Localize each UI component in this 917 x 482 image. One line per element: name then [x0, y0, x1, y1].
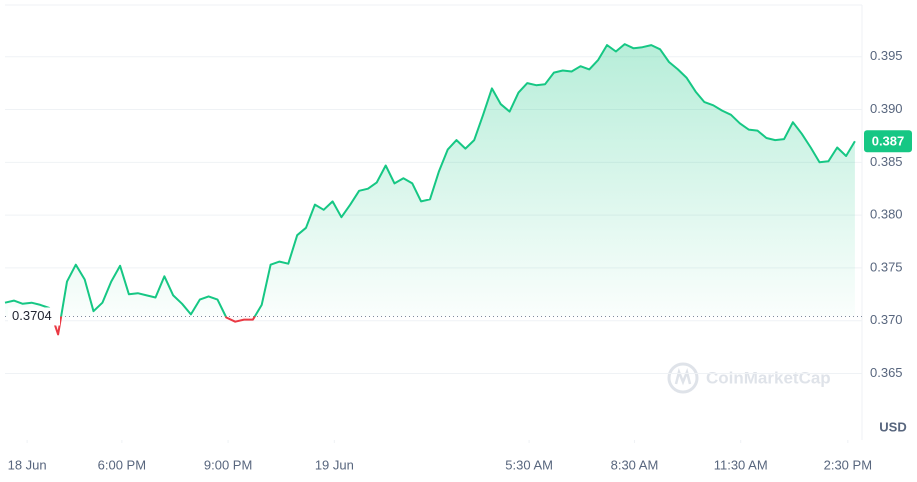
y-tick-label: 0.395	[870, 48, 903, 63]
y-tick-label: 0.380	[870, 207, 903, 222]
watermark: CoinMarketCap	[667, 362, 831, 394]
last-price-badge	[864, 130, 912, 153]
x-tick-label: 18 Jun	[8, 457, 47, 472]
y-tick-label: 0.365	[870, 365, 903, 380]
watermark-logo	[674, 367, 692, 386]
x-tick-label: 9:00 PM	[204, 457, 252, 472]
x-tick-label: 2:30 PM	[824, 457, 872, 472]
baseline-label-bg	[8, 307, 60, 326]
x-tick-label: 6:00 PM	[98, 457, 146, 472]
unit-label: USD	[879, 419, 906, 434]
y-tick-label: 0.390	[870, 101, 903, 116]
area-fill	[5, 44, 855, 335]
x-tick-label: 11:30 AM	[714, 457, 768, 472]
baseline-label: 0.3704	[12, 308, 52, 323]
y-tick-label: 0.375	[870, 259, 903, 274]
watermark-text: CoinMarketCap	[706, 368, 831, 387]
y-tick-label: 0.385	[870, 154, 903, 169]
x-tick-label: 8:30 AM	[611, 457, 659, 472]
last-price-label: 0.387	[872, 134, 905, 149]
price-line	[4, 43, 856, 336]
x-tick-label: 5:30 AM	[505, 457, 553, 472]
y-tick-label: 0.370	[870, 312, 903, 327]
x-tick-label: 19 Jun	[315, 457, 354, 472]
watermark-logo	[667, 362, 699, 394]
